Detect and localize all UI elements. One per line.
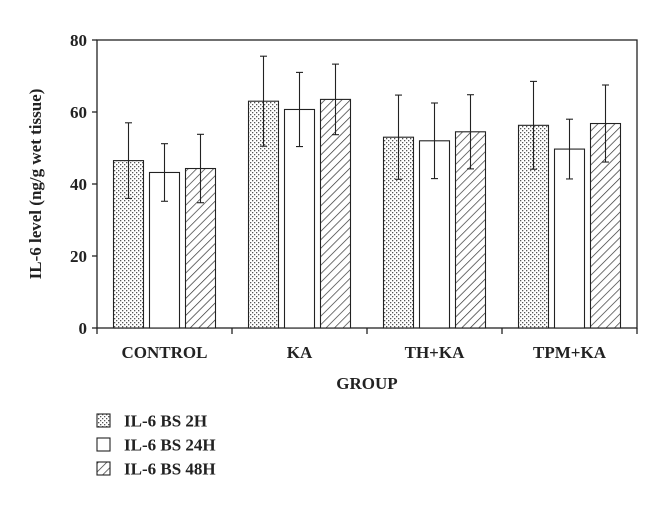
y-tick-label: 40 xyxy=(70,175,87,194)
x-tick-label: TH+KA xyxy=(405,343,465,362)
x-tick-label: KA xyxy=(287,343,313,362)
legend-swatch-il-6-bs-48h xyxy=(96,461,111,476)
legend-label-il-6-bs-2h: IL-6 BS 2H xyxy=(124,412,207,431)
y-axis-title: IL-6 level (ng/g wet tissue) xyxy=(26,89,45,280)
x-axis-title: GROUP xyxy=(336,374,397,393)
y-tick-label: 80 xyxy=(70,31,87,50)
y-tick-label: 60 xyxy=(70,103,87,122)
legend-label-il-6-bs-24h: IL-6 BS 24H xyxy=(124,436,216,455)
bar-il-6-bs-2h-ka xyxy=(247,100,280,329)
bar-il-6-bs-48h-ka xyxy=(319,98,352,329)
y-tick-label: 20 xyxy=(70,247,87,266)
legend-swatch-il-6-bs-2h xyxy=(96,413,111,428)
x-tick-label: CONTROL xyxy=(122,343,208,362)
y-tick-label: 0 xyxy=(79,319,88,338)
legend-swatch-il-6-bs-24h xyxy=(96,437,111,452)
legend-label-il-6-bs-48h: IL-6 BS 48H xyxy=(124,460,216,479)
x-tick-label: TPM+KA xyxy=(533,343,607,362)
